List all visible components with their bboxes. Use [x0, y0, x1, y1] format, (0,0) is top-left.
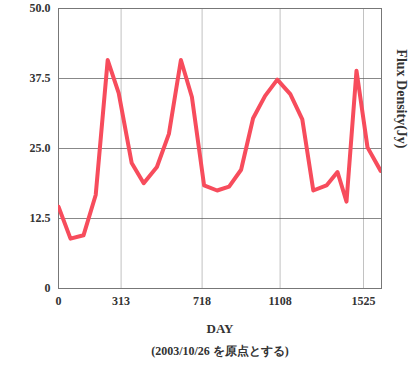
svg-text:25.0: 25.0 — [30, 141, 51, 155]
svg-text:1108: 1108 — [268, 294, 291, 308]
svg-text:1525: 1525 — [352, 294, 376, 308]
svg-text:DAY: DAY — [207, 321, 235, 336]
svg-text:37.5: 37.5 — [30, 71, 51, 85]
svg-text:718: 718 — [193, 294, 211, 308]
svg-text:0: 0 — [56, 294, 62, 308]
svg-text:12.5: 12.5 — [30, 211, 51, 225]
svg-text:313: 313 — [112, 294, 130, 308]
svg-text:(2003/10/26 を原点とする): (2003/10/26 を原点とする) — [151, 344, 289, 358]
svg-text:0: 0 — [45, 281, 51, 295]
svg-text:Flux Density(Jy): Flux Density(Jy) — [393, 49, 409, 149]
svg-text:50.0: 50.0 — [30, 1, 51, 15]
